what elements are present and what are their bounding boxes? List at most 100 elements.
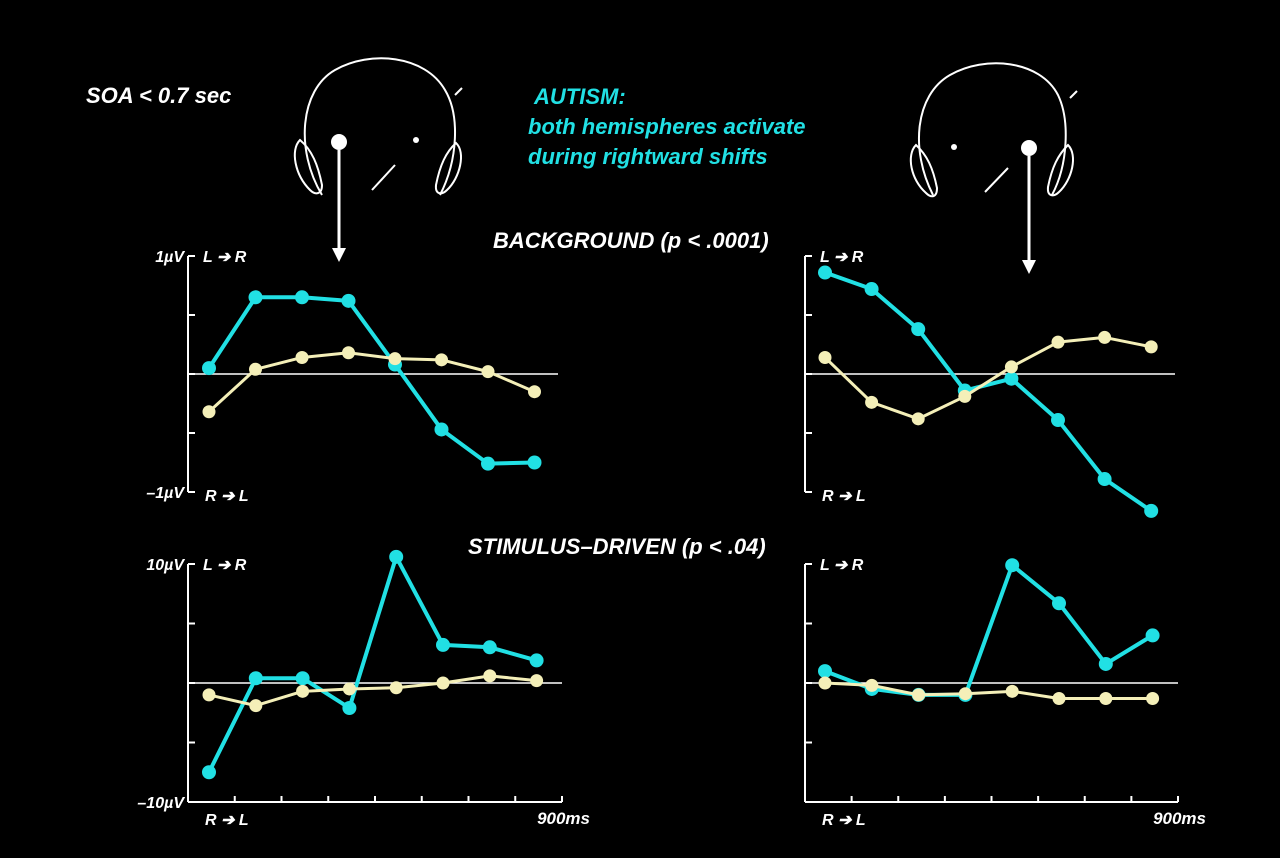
data-point-control — [483, 669, 497, 683]
y-tick-label-bottom: –1µV — [146, 485, 185, 502]
data-point-autism — [818, 265, 832, 280]
data-point-autism — [342, 700, 357, 715]
data-point-autism — [1004, 371, 1019, 386]
left-reference-dot — [951, 144, 957, 150]
series-line-autism — [207, 295, 535, 466]
direction-label-bottom: R ➔ L — [205, 488, 249, 505]
data-point-autism — [482, 640, 497, 655]
direction-label-top: L ➔ R — [203, 249, 247, 266]
series-line-autism — [207, 554, 538, 774]
chart-panel-bg-left: 1µV –1µV L ➔ R R ➔ L — [146, 249, 558, 505]
data-point-control — [1004, 360, 1018, 374]
direction-label-bottom: R ➔ L — [205, 812, 249, 829]
data-point-control — [528, 385, 541, 399]
head-right-electrode-icon — [909, 62, 1078, 198]
head-left-electrode-icon — [293, 57, 463, 196]
autism-annotation: AUTISM: both hemispheres activate during… — [528, 82, 806, 172]
data-point-control — [958, 389, 972, 403]
data-point-control — [818, 350, 832, 364]
x-end-label: 900ms — [1153, 809, 1206, 828]
data-point-autism — [1051, 413, 1065, 428]
series-line-autism — [824, 270, 1153, 513]
data-point-autism — [202, 361, 216, 376]
data-point-control — [249, 362, 262, 376]
data-point-autism — [864, 282, 879, 297]
series-line-control — [824, 681, 1153, 700]
data-point-control — [202, 405, 216, 419]
data-point-autism — [818, 664, 832, 679]
right-reference-dot — [413, 137, 419, 143]
data-point-autism — [1097, 472, 1112, 487]
data-point-autism — [248, 290, 263, 305]
autism-annotation-line2: both hemispheres activate — [528, 114, 806, 139]
down-arrow-icon — [332, 150, 346, 262]
y-tick-label-bottom: –10µV — [137, 795, 185, 812]
data-point-control — [436, 676, 450, 690]
data-point-autism — [1144, 503, 1159, 518]
direction-label-top: L ➔ R — [820, 249, 864, 266]
direction-label-bottom: R ➔ L — [822, 812, 866, 829]
y-tick-label-top: 10µV — [146, 557, 185, 574]
autism-annotation-line3: during rightward shifts — [528, 144, 768, 169]
data-point-control — [249, 699, 263, 713]
data-point-autism — [529, 653, 544, 668]
direction-label-top: L ➔ R — [820, 557, 864, 574]
chart-panel-st-right: L ➔ R R ➔ L 900ms — [804, 557, 1206, 829]
data-point-autism — [434, 422, 449, 437]
data-point-control — [865, 678, 879, 692]
autism-annotation-line1: AUTISM: — [534, 84, 626, 109]
data-point-control — [388, 352, 402, 366]
data-point-autism — [911, 322, 926, 337]
direction-label-bottom: R ➔ L — [822, 488, 866, 505]
data-point-control — [296, 684, 310, 698]
data-point-control — [1005, 684, 1019, 698]
data-point-autism — [1005, 558, 1020, 573]
data-point-autism — [1098, 656, 1113, 671]
background-section-title: BACKGROUND (p < .0001) — [493, 228, 769, 253]
data-point-autism — [436, 637, 450, 652]
data-point-autism — [1052, 596, 1066, 611]
y-tick-label-top: 1µV — [155, 249, 185, 266]
data-point-control — [1099, 691, 1113, 705]
data-point-autism — [341, 293, 356, 308]
data-point-control — [1146, 691, 1160, 705]
chart-panel-bg-right: L ➔ R R ➔ L — [804, 249, 1175, 518]
direction-label-top: L ➔ R — [203, 557, 247, 574]
data-point-control — [389, 681, 403, 695]
data-point-control — [481, 365, 495, 379]
data-point-control — [202, 688, 216, 702]
down-arrow-icon — [1022, 156, 1036, 274]
data-point-control — [1051, 335, 1065, 349]
data-point-control — [1098, 330, 1112, 344]
chart-panel-st-left: 10µV –10µV L ➔ R R ➔ L 900ms — [137, 549, 590, 829]
series-line-autism — [824, 563, 1154, 697]
series-line-control — [823, 335, 1152, 421]
data-point-autism — [481, 456, 495, 471]
data-point-control — [342, 346, 355, 360]
series-line-control — [207, 351, 536, 413]
data-point-control — [818, 676, 832, 690]
data-point-control — [435, 353, 448, 367]
data-point-control — [530, 674, 544, 688]
data-point-control — [1052, 691, 1066, 705]
data-point-autism — [295, 290, 309, 305]
data-point-autism — [389, 549, 404, 564]
data-point-control — [295, 350, 309, 364]
data-point-autism — [295, 671, 310, 686]
soa-label: SOA < 0.7 sec — [86, 83, 232, 108]
data-point-autism — [1145, 628, 1160, 643]
data-point-control — [865, 395, 879, 409]
data-point-autism — [527, 455, 542, 470]
right-electrode-dot — [1021, 140, 1037, 156]
data-point-control — [911, 412, 925, 426]
data-point-autism — [202, 765, 216, 780]
data-point-control — [1144, 340, 1158, 354]
data-point-control — [958, 687, 972, 701]
data-point-control — [912, 688, 926, 702]
x-end-label: 900ms — [537, 809, 590, 828]
data-point-autism — [248, 671, 263, 686]
data-point-control — [342, 682, 356, 696]
left-electrode-dot — [331, 134, 347, 150]
